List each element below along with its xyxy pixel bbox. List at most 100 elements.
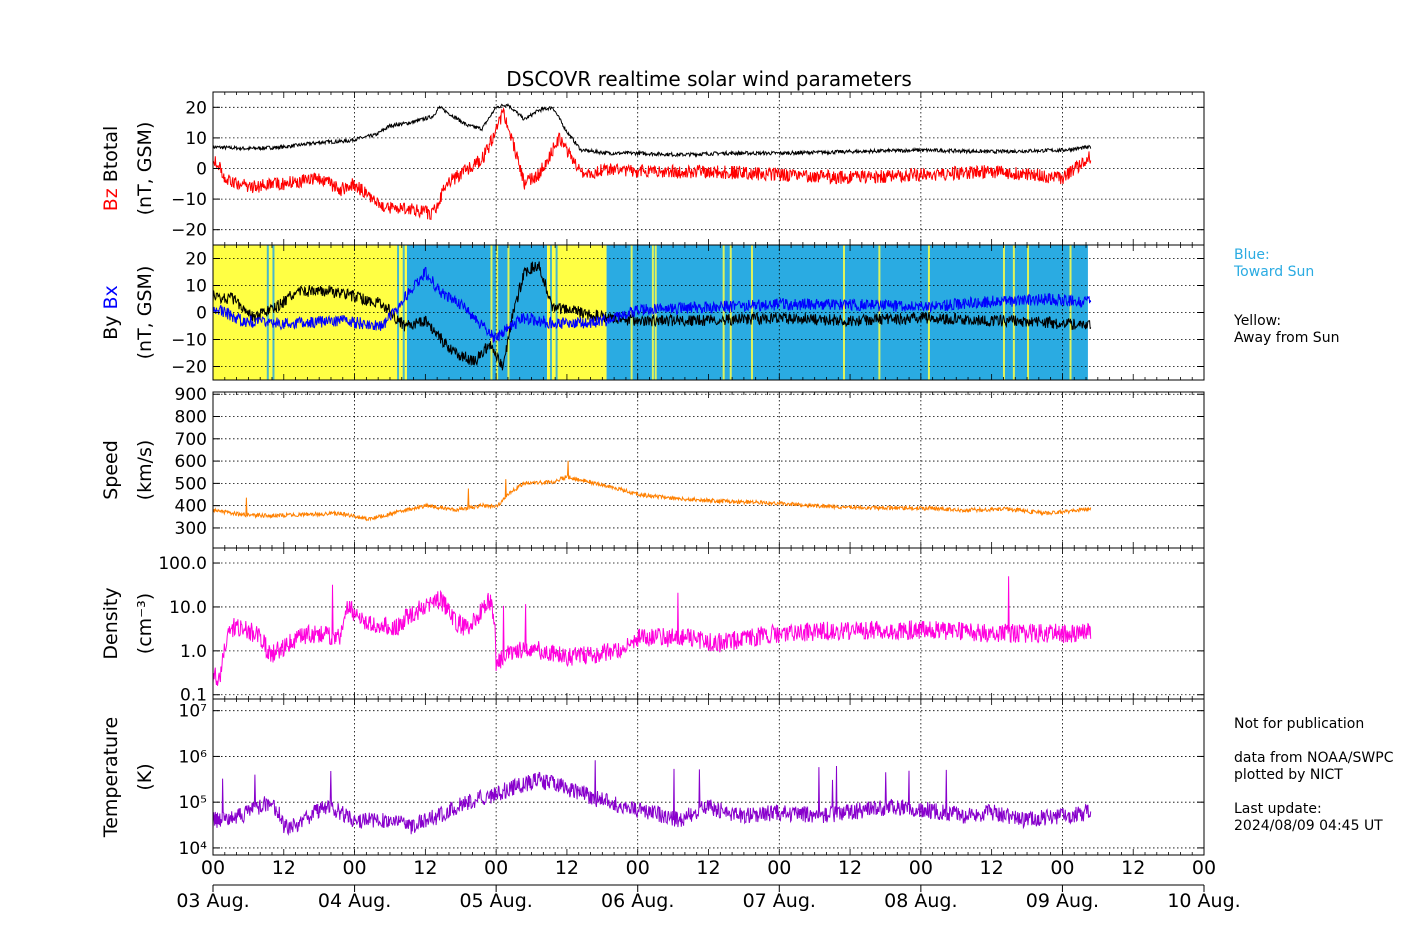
y-tick-label: −20 <box>171 221 207 241</box>
grid <box>212 392 1205 548</box>
sector-stripe <box>750 245 753 380</box>
x-tick-label-hour: 00 <box>1192 857 1216 879</box>
sector-interval-toward <box>606 245 1088 380</box>
x-tick-label-hour: 12 <box>555 857 579 879</box>
sector-stripe <box>490 245 493 380</box>
away-sun-legend-text: Away from Sun <box>1234 330 1340 346</box>
plotted-by-note: plotted by NICT <box>1234 767 1343 783</box>
sector-stripe <box>1027 245 1030 380</box>
y-tick-label: 10 <box>185 277 207 297</box>
y-tick-label: 900 <box>175 385 207 405</box>
sector-stripe <box>1002 245 1005 380</box>
grid <box>212 245 1205 380</box>
panel-proton-density: 0.1 1.0 10.0 100.0 Density (cm⁻³) <box>100 547 1205 706</box>
toward-sun-legend-title: Blue: <box>1234 247 1270 263</box>
y-tick-label: 10⁶ <box>179 747 208 767</box>
chart-title: DSCOVR realtime solar wind parameters <box>506 67 912 91</box>
x-tick-label-hour: 00 <box>201 857 225 879</box>
series-line-bx <box>213 266 1092 343</box>
y-axis-label: Speed <box>100 440 122 500</box>
y-tick-label: 0.1 <box>180 686 207 706</box>
x-tick-label-hour: 12 <box>838 857 862 879</box>
sector-stripe <box>842 245 845 380</box>
series-line-btotal <box>213 102 1092 158</box>
x-tick-label-day: 10 Aug. <box>1167 890 1240 912</box>
x-tick-label-hour: 00 <box>484 857 508 879</box>
y-tick-label: 500 <box>175 474 207 494</box>
sector-stripe <box>266 245 269 380</box>
sector-stripe <box>729 245 732 380</box>
sector-stripe <box>878 245 881 380</box>
away-sun-legend-title: Yellow: <box>1234 313 1282 329</box>
toward-sun-legend: Blue: Toward Sun <box>1234 247 1314 281</box>
panel-magnetic-field-components: −20 −10 0 10 20 By Bx (nT, GSM) <box>100 244 1205 381</box>
x-tick-label-day: 08 Aug. <box>884 890 957 912</box>
series-line-density <box>213 576 1092 686</box>
last-update-label: Last update: <box>1234 801 1322 817</box>
y-axis-unit: (nT, GSM) <box>134 122 156 216</box>
y-axis-unit: (K) <box>134 763 156 790</box>
data-source-note: data from NOAA/SWPC <box>1234 750 1394 766</box>
panel-frame <box>212 391 1205 549</box>
notice-block: Not for publication data from NOAA/SWPC … <box>1234 716 1393 835</box>
y-tick-label: 20 <box>185 98 207 118</box>
x-tick-label-hour: 12 <box>696 857 720 879</box>
y-axis-unit: (cm⁻³) <box>134 593 156 654</box>
y-axis-label: Bz Btotal <box>100 126 122 212</box>
y-tick-label: 0 <box>196 304 207 324</box>
y-axis-unit: (km/s) <box>134 440 156 501</box>
x-tick-label-hour: 12 <box>980 857 1004 879</box>
y-tick-label: 600 <box>175 452 207 472</box>
panel-proton-temperature: 10⁴ 10⁵ 10⁶ 10⁷ Temperature (K) <box>100 698 1205 859</box>
y-tick-label: 0 <box>196 160 207 180</box>
y-tick-label: 10.0 <box>169 598 207 618</box>
y-tick-label: 20 <box>185 250 207 270</box>
y-tick-label: −20 <box>171 358 207 378</box>
sector-stripe <box>507 245 510 380</box>
x-tick-label-day: 04 Aug. <box>318 890 391 912</box>
x-tick-label-day: 06 Aug. <box>601 890 674 912</box>
x-tick-label-hour: 00 <box>342 857 366 879</box>
sector-stripe <box>549 245 552 380</box>
x-tick-label-hour: 12 <box>272 857 296 879</box>
x-minor-ticks <box>212 245 1205 380</box>
y-tick-label: 700 <box>175 430 207 450</box>
grid <box>212 699 1205 855</box>
x-minor-ticks <box>212 699 1205 855</box>
x-minor-ticks <box>212 392 1205 548</box>
x-tick-label-hour: 00 <box>909 857 933 879</box>
sector-stripe <box>402 245 405 380</box>
x-tick-label-day: 05 Aug. <box>459 890 532 912</box>
sector-stripe <box>722 245 725 380</box>
x-tick-label-hour: 12 <box>1121 857 1145 879</box>
last-update-value: 2024/08/09 04:45 UT <box>1234 818 1383 834</box>
y-tick-label: −10 <box>171 331 207 351</box>
x-minor-ticks <box>212 548 1205 699</box>
series-line-temperature <box>213 760 1092 836</box>
series-line-bz <box>213 107 1092 221</box>
y-tick-label: 10⁵ <box>179 793 207 813</box>
y-tick-label: 1.0 <box>180 642 207 662</box>
panel-frame <box>212 547 1205 700</box>
grid <box>212 548 1205 699</box>
sector-stripe <box>555 245 558 380</box>
series-line-by <box>213 261 1092 371</box>
y-tick-label: 10⁴ <box>179 839 208 859</box>
not-for-publication-note: Not for publication <box>1234 716 1365 732</box>
panel-magnetic-field-total: −20 −10 0 10 20 Bz Btotal (nT, GSM) <box>100 91 1205 246</box>
x-tick-label-day: 03 Aug. <box>176 890 249 912</box>
x-tick-label-day: 09 Aug. <box>1026 890 1099 912</box>
toward-sun-legend-text: Toward Sun <box>1234 264 1315 280</box>
y-axis-label: Density <box>100 587 122 659</box>
y-axis-label: By Bx <box>100 285 122 340</box>
y-tick-label: 100.0 <box>158 554 207 574</box>
y-tick-label: 400 <box>175 497 207 517</box>
y-tick-label: 10⁷ <box>179 702 208 722</box>
panel-frame <box>212 698 1205 856</box>
x-tick-label-day: 07 Aug. <box>743 890 816 912</box>
y-tick-label: 300 <box>175 519 207 539</box>
away-sun-legend: Yellow: Away from Sun <box>1234 313 1339 347</box>
y-axis-unit: (nT, GSM) <box>134 266 156 360</box>
